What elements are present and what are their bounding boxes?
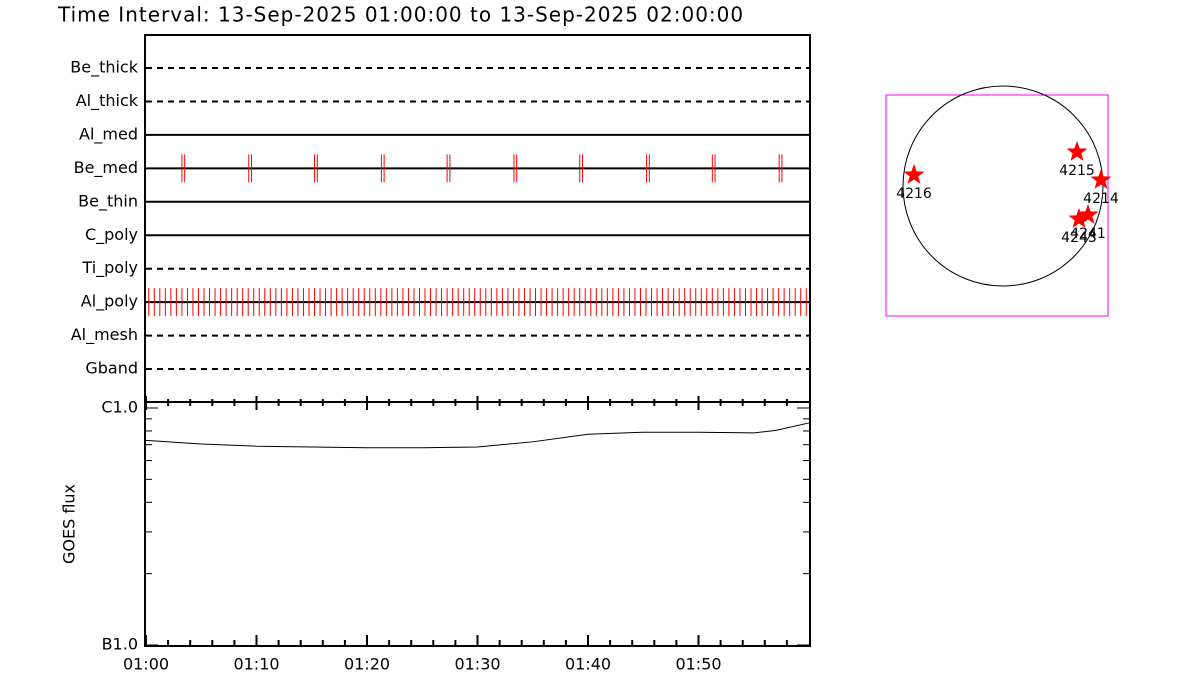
row-label: Al_med [79, 124, 138, 144]
region-star [1066, 141, 1088, 161]
region-label: 4215 [1059, 163, 1095, 179]
y-axis-label: GOES flux [60, 484, 79, 564]
row-label: Be_thick [70, 58, 138, 78]
region-label: 4214 [1083, 191, 1119, 207]
x-tick-label: 01:20 [344, 655, 390, 674]
y-tick-label: B1.0 [102, 635, 138, 654]
row-label: Ti_poly [81, 258, 138, 278]
region-star [903, 164, 925, 184]
row-label: Be_thin [78, 191, 138, 211]
region-star [1077, 204, 1099, 224]
row-label: Al_poly [81, 292, 138, 312]
goes-curve [145, 422, 810, 449]
x-tick-label: 01:10 [233, 655, 279, 674]
goes-frame [144, 401, 811, 647]
x-tick-label: 01:30 [454, 655, 500, 674]
chart-title: Time Interval: 13-Sep-2025 01:00:00 to 1… [57, 3, 744, 27]
region-star [1068, 208, 1090, 228]
timeline-frame [144, 34, 811, 403]
map-box [885, 94, 1109, 317]
region-label: 4243 [1061, 230, 1097, 246]
row-label: Gband [85, 359, 138, 378]
x-tick-label: 01:00 [123, 655, 169, 674]
region-label: 4241 [1070, 226, 1106, 242]
row-label: Al_mesh [71, 325, 138, 345]
row-label: C_poly [85, 225, 138, 245]
region-star [1090, 169, 1112, 189]
solar-disk [902, 85, 1104, 287]
row-label: Be_med [74, 158, 138, 178]
x-tick-label: 01:40 [565, 655, 611, 674]
y-tick-label: C1.0 [101, 398, 138, 417]
x-tick-label: 01:50 [675, 655, 721, 674]
row-label: Al_thick [76, 91, 139, 111]
region-label: 4216 [896, 186, 932, 202]
